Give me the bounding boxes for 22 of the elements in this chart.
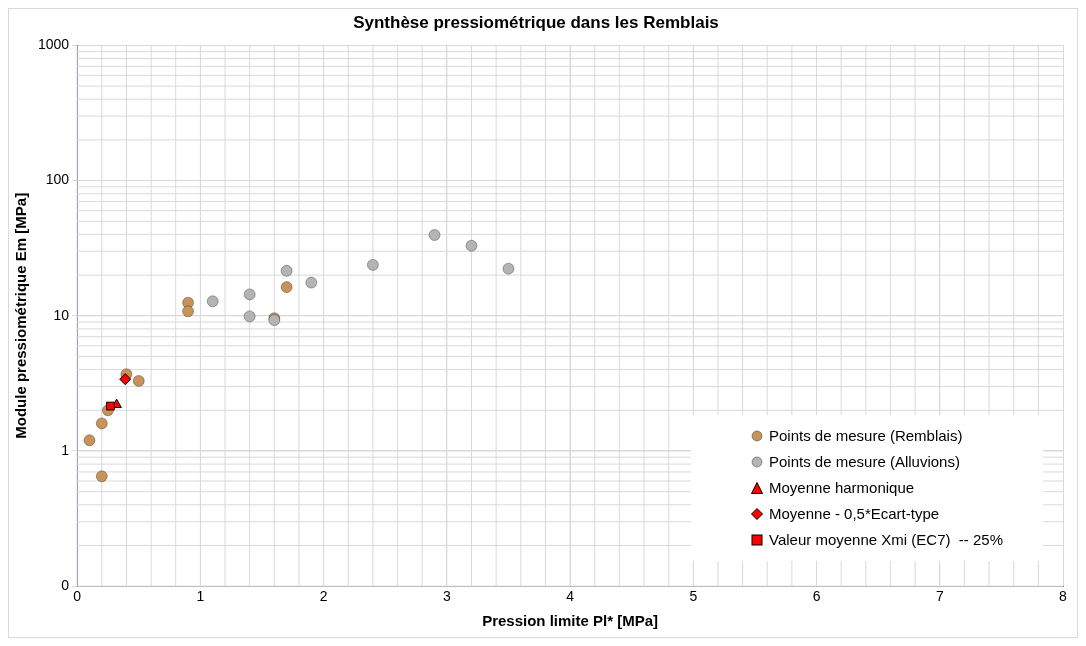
x-tick-label: 2 [319,588,328,605]
y-tick-label: 10 [53,306,70,323]
legend-label: Moyenne harmonique [769,478,915,498]
x-tick-label: 3 [442,588,451,605]
y-tick-label: 1 [61,441,70,458]
x-tick-label: 5 [689,588,698,605]
legend-label: Points de mesure (Remblais) [769,426,963,446]
x-tick-label: 7 [935,588,944,605]
x-tick-label: 1 [196,588,205,605]
legend-label: Moyenne - 0,5*Ecart-type [769,504,940,524]
x-axis-title: Pression limite Pl* [MPa] [482,612,659,630]
y-tick-label: 0 [61,577,70,594]
y-axis-title: Module pressiométrique Em [MPa] [12,192,30,439]
x-tick-label: 4 [566,588,575,605]
x-tick-label: 8 [1059,588,1068,605]
legend-label: Valeur moyenne Xmi (EC7) -- 25% [769,530,1003,550]
chart-title: Synthèse pressiométrique dans les Remblais [353,12,719,32]
y-tick-label: 1000 [37,36,70,53]
y-tick-label: 100 [45,171,70,188]
legend-label: Points de mesure (Alluvions) [769,452,960,472]
x-tick-label: 0 [73,588,82,605]
x-tick-label: 6 [812,588,821,605]
